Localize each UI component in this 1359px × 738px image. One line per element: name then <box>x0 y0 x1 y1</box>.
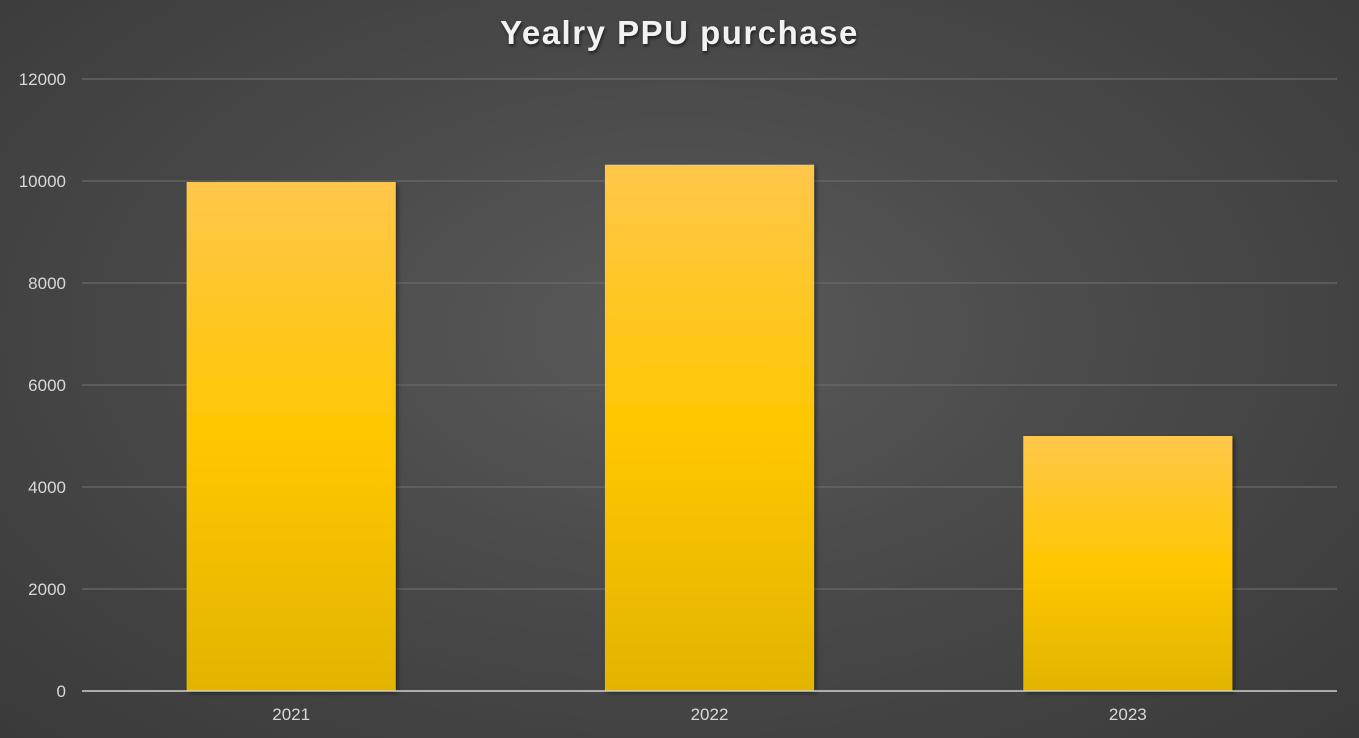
x-tick-label: 2022 <box>691 705 729 724</box>
bar-2022 <box>604 164 815 691</box>
y-tick-label: 12000 <box>19 70 66 89</box>
y-tick-label: 2000 <box>28 580 66 599</box>
x-tick-label: 2021 <box>272 705 310 724</box>
x-tick-label: 2023 <box>1109 705 1147 724</box>
y-tick-label: 10000 <box>19 172 66 191</box>
chart-title: Yealry PPU purchase <box>500 14 859 51</box>
y-tick-label: 4000 <box>28 478 66 497</box>
axes: 0 2000 4000 6000 8000 10000 12000 2021 2022 2023 <box>19 70 1337 724</box>
y-tick-label: 6000 <box>28 376 66 395</box>
bar-2023 <box>1023 436 1233 691</box>
bars <box>186 164 1233 691</box>
bar-2021 <box>186 182 396 691</box>
y-tick-label: 0 <box>57 682 66 701</box>
y-tick-label: 8000 <box>28 274 66 293</box>
